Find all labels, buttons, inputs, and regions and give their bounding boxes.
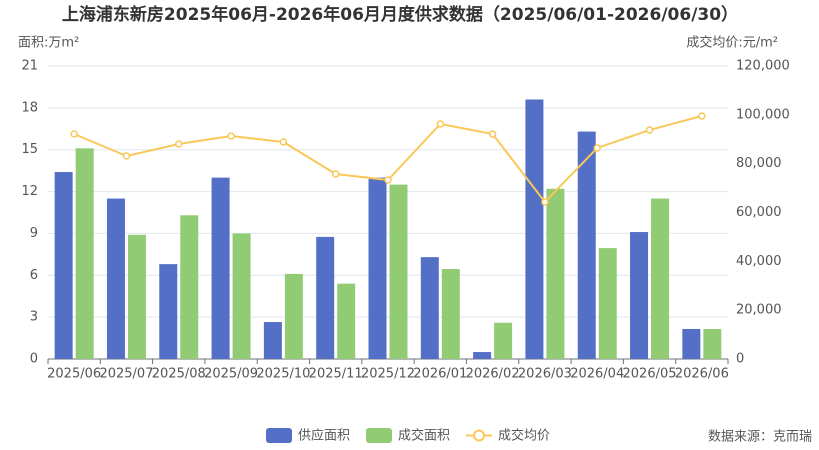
x-tick-label: 2025/12: [361, 367, 415, 382]
y2-tick-label: 40,000: [736, 254, 782, 269]
legend-swatch: [366, 428, 392, 443]
bar: [389, 184, 408, 359]
bar: [180, 215, 199, 359]
point: [593, 144, 601, 152]
legend-swatch: [266, 428, 292, 443]
x-tick-label: 2026/06: [675, 367, 729, 382]
y-tick-label: 18: [21, 100, 38, 115]
point: [541, 198, 549, 206]
bar: [420, 257, 439, 359]
bar: [337, 283, 356, 359]
bar: [703, 329, 722, 359]
point: [331, 170, 340, 178]
y-tick-label: 6: [30, 268, 38, 283]
chart-title: 上海浦东新房2025年06月-2026年06月月度供求数据（2025/06/01…: [62, 4, 738, 25]
line: [73, 115, 703, 204]
x-tick-label: 2025/11: [309, 367, 363, 382]
point: [645, 126, 654, 134]
bar: [441, 269, 460, 359]
x-tick-label: 2026/05: [623, 367, 677, 382]
x-tick-label: 2025/08: [152, 367, 206, 382]
bar: [651, 198, 670, 359]
bar: [630, 232, 649, 359]
point: [175, 140, 183, 148]
y-axis-label: 面积:万m²: [18, 36, 79, 51]
y-tick-label: 21: [21, 59, 38, 74]
bar: [232, 233, 251, 359]
legend-label: 成交面积: [398, 428, 450, 444]
bar: [159, 264, 178, 359]
point: [488, 130, 497, 138]
y2-tick-label: 80,000: [736, 156, 782, 171]
y2-tick-label: 120,000: [736, 59, 790, 74]
bar: [525, 99, 544, 359]
y-tick-label: 0: [30, 352, 38, 367]
y-tick-label: 12: [21, 184, 38, 199]
y-tick-label: 9: [30, 226, 38, 241]
bar: [106, 198, 125, 359]
legend-swatch: [473, 429, 485, 442]
bar: [284, 273, 303, 359]
bar: [494, 322, 513, 359]
point: [70, 130, 78, 138]
bar: [263, 322, 282, 359]
point: [227, 132, 235, 140]
bar: [682, 329, 701, 359]
bar: [473, 352, 492, 359]
point: [384, 176, 392, 184]
y2-tick-label: 0: [736, 352, 744, 367]
bar: [577, 131, 596, 359]
x-tick-label: 2025/06: [47, 367, 101, 382]
bar: [211, 177, 230, 359]
bar: [54, 172, 73, 359]
bar: [598, 248, 617, 359]
bar: [368, 177, 387, 359]
bar: [75, 148, 94, 359]
y2-tick-label: 60,000: [736, 205, 782, 220]
x-tick-label: 2026/03: [518, 367, 572, 382]
bar: [546, 188, 565, 359]
x-tick-label: 2026/01: [413, 367, 467, 382]
y2-tick-label: 100,000: [736, 107, 790, 122]
y2-tick-label: 20,000: [736, 303, 782, 318]
y2-axis-label: 成交均价:元/m²: [686, 35, 778, 51]
legend-label: 供应面积: [298, 428, 350, 444]
point: [436, 120, 445, 128]
x-tick-label: 2025/09: [204, 367, 258, 382]
x-tick-label: 2026/02: [466, 367, 520, 382]
legend-label: 成交均价: [498, 428, 550, 444]
point: [122, 152, 131, 160]
bar: [127, 234, 146, 359]
point: [698, 112, 706, 120]
x-tick-label: 2025/10: [256, 367, 310, 382]
x-tick-label: 2026/04: [570, 367, 624, 382]
source-note: 数据来源：克而瑞: [708, 430, 812, 445]
y-tick-label: 15: [21, 142, 38, 157]
bar: [316, 236, 335, 359]
y-tick-label: 3: [30, 310, 38, 325]
x-tick-label: 2025/07: [99, 367, 153, 382]
point: [279, 138, 288, 146]
